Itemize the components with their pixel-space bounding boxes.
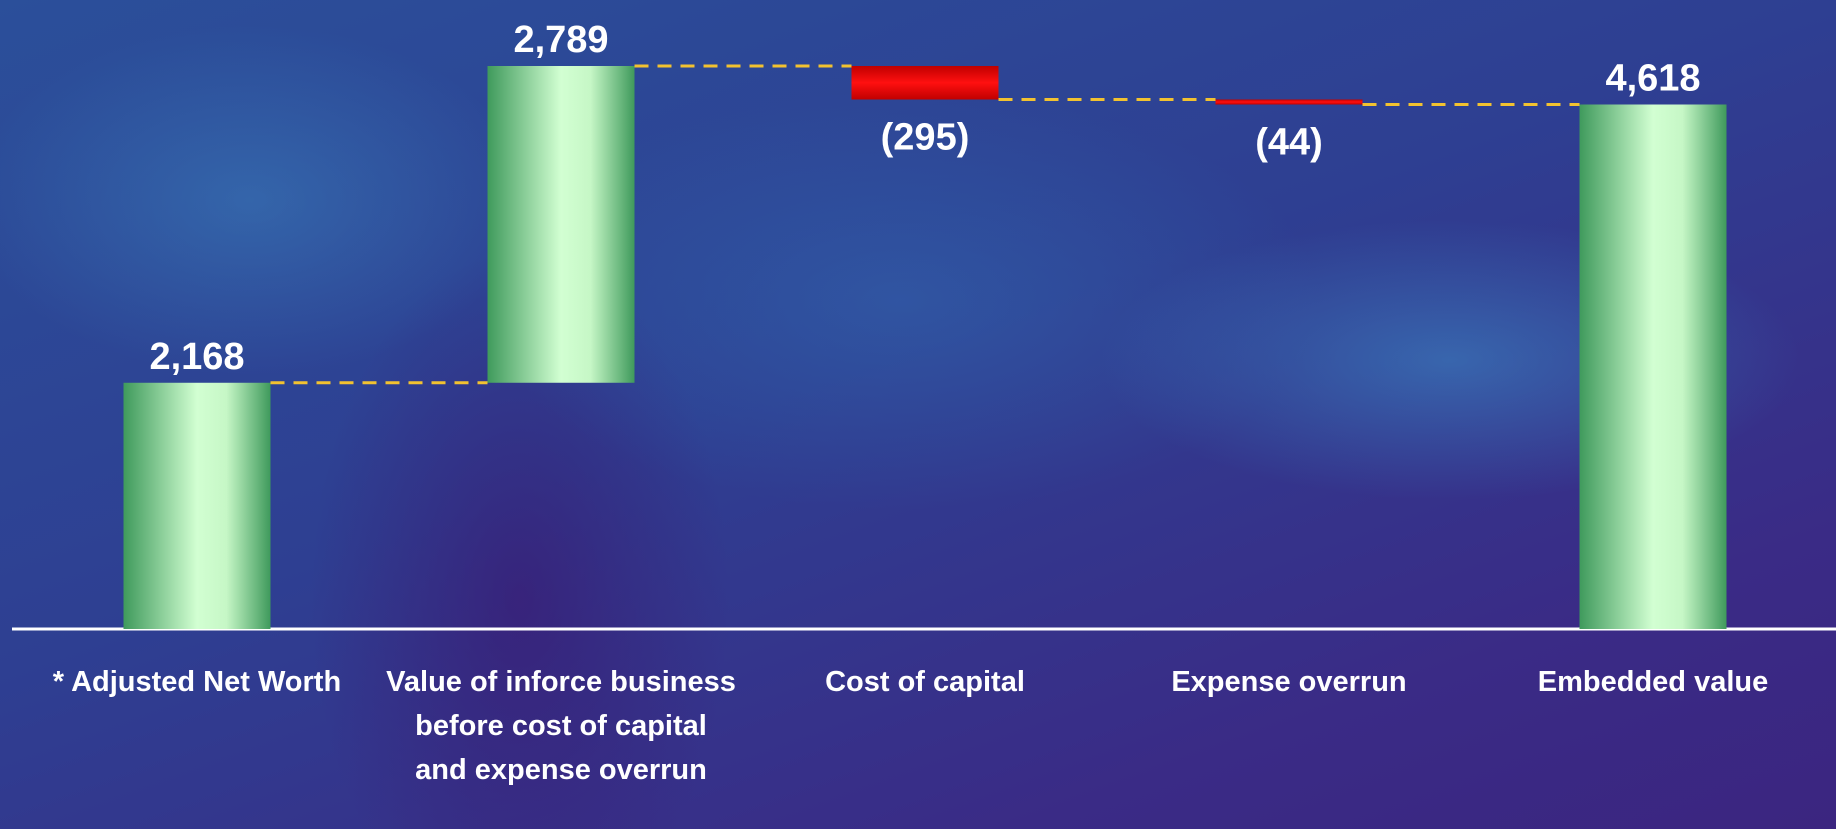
bar xyxy=(487,66,635,383)
bar xyxy=(123,382,271,629)
value-label: 2,168 xyxy=(149,336,244,378)
category-label: Expense overrun xyxy=(1171,666,1407,698)
value-label: 2,789 xyxy=(513,19,608,61)
bar xyxy=(851,66,999,100)
category-label: Cost of capital xyxy=(825,666,1025,698)
value-label: (44) xyxy=(1255,122,1323,164)
bar xyxy=(1579,104,1727,630)
category-label: Embedded value xyxy=(1537,666,1769,698)
bar xyxy=(1215,99,1363,105)
value-label: (295) xyxy=(881,117,970,159)
value-label: 4,618 xyxy=(1605,58,1700,100)
category-label: Value of inforce business before cost of… xyxy=(386,666,736,786)
category-label: * Adjusted Net Worth xyxy=(52,666,342,698)
